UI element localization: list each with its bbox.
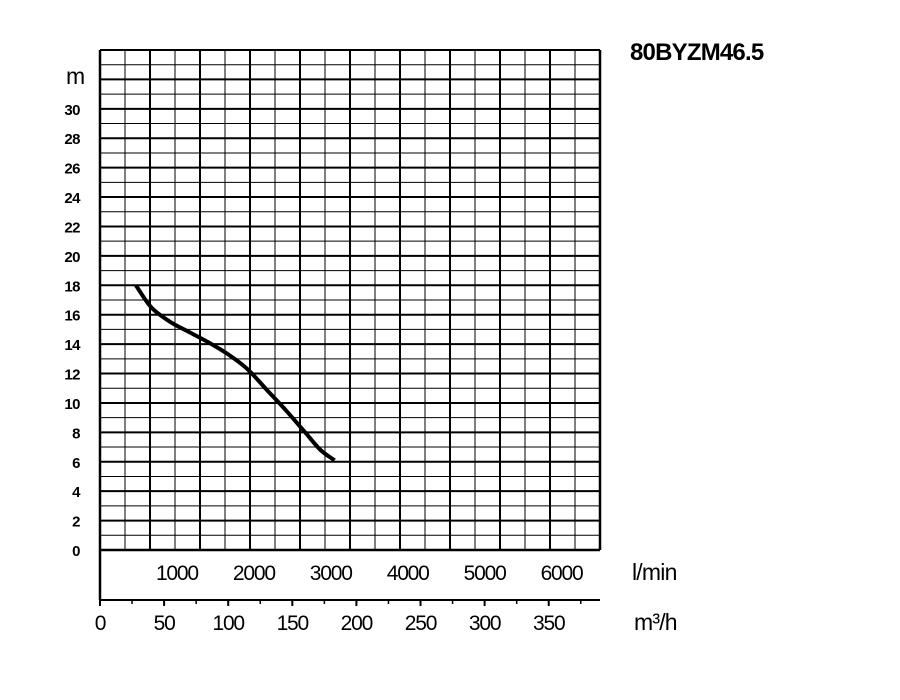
x-tick-label-m3h: 100: [212, 612, 244, 635]
y-tick-label: 26: [64, 161, 80, 178]
series-layer: [134, 284, 336, 462]
y-tick-label: 6: [72, 455, 80, 472]
y-tick-label: 12: [64, 367, 80, 384]
x-tick-label-m3h: 300: [469, 612, 501, 635]
x-tick-label-lmin: 3000: [310, 562, 352, 585]
y-tick-label: 30: [64, 102, 80, 119]
x-axis-ticks-lmin: 1000 2000 3000 4000 5000 6000: [156, 562, 584, 585]
y-tick-label: 14: [64, 337, 81, 354]
y-tick-label: 16: [64, 308, 80, 325]
x-tick-label-m3h: 350: [533, 612, 565, 635]
x-tick-label-m3h: 150: [277, 612, 309, 635]
x-tick-label-lmin: 2000: [233, 562, 275, 585]
y-tick-label: 24: [64, 190, 81, 207]
x-axis-ticks-m3h: 0 50 100 150 200 250 300 350: [95, 600, 582, 635]
y-tick-label: 18: [64, 278, 80, 295]
x-axis-unit-m3h: m³/h: [634, 609, 677, 635]
y-tick-label: 20: [64, 249, 80, 266]
x-tick-label-m3h: 0: [95, 612, 106, 635]
x-tick-label-lmin: 4000: [387, 562, 429, 585]
y-tick-label: 4: [72, 484, 81, 501]
y-tick-label: 8: [72, 425, 80, 442]
y-tick-label: 22: [64, 219, 80, 236]
y-tick-label: 0: [72, 543, 80, 560]
x-axis-unit-lmin: l/min: [632, 559, 677, 585]
x-tick-label-m3h: 250: [405, 612, 437, 635]
x-tick-label-lmin: 1000: [156, 562, 198, 585]
x-tick-label-lmin: 5000: [464, 562, 506, 585]
y-tick-label: 28: [64, 131, 80, 148]
y-tick-label: 2: [72, 514, 80, 531]
chart-title: 80BYZM46.5: [630, 39, 764, 66]
y-tick-label: 10: [64, 396, 80, 413]
x-tick-label-m3h: 200: [341, 612, 373, 635]
x-tick-label-m3h: 50: [154, 612, 175, 635]
series-line: [134, 284, 336, 462]
x-tick-label-lmin: 6000: [541, 562, 583, 585]
grid-major: [100, 49, 600, 550]
y-axis-unit: m: [66, 63, 84, 89]
